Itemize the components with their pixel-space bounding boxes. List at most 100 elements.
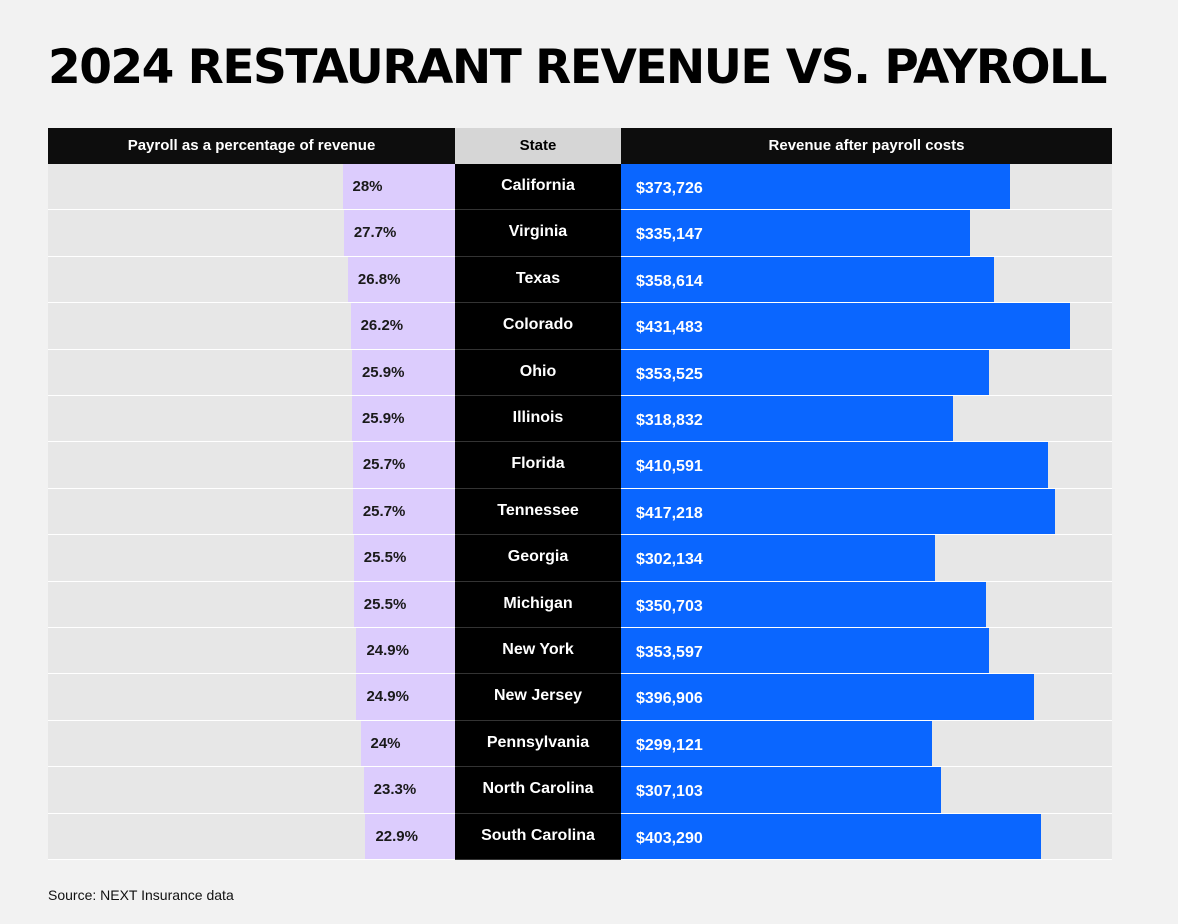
revenue-cell: $410,591 <box>621 442 1112 489</box>
state-label: Pennsylvania <box>455 720 621 768</box>
payroll-bar <box>347 256 455 303</box>
revenue-bar <box>621 396 953 442</box>
payroll-bar <box>363 767 455 813</box>
revenue-cell: $353,597 <box>621 628 1112 675</box>
payroll-percentage-label: 22.9% <box>375 827 418 845</box>
payroll-percentage-label: 24.9% <box>366 642 409 659</box>
payroll-cell: 25.5% <box>48 581 455 628</box>
payroll-cell: 24.9% <box>48 628 455 675</box>
revenue-bar <box>621 581 986 627</box>
revenue-bar <box>621 767 941 813</box>
state-label: Illinois <box>455 396 621 443</box>
state-label: Texas <box>455 256 621 304</box>
payroll-percentage-label: 25.5% <box>363 595 407 613</box>
revenue-bar <box>621 535 936 581</box>
state-label: Ohio <box>455 349 621 396</box>
payroll-cell: 25.9% <box>48 349 455 396</box>
payroll-bar <box>352 488 455 535</box>
table-row: 25.5% Michigan $350,703 <box>48 581 1112 628</box>
table-row: 25.5% Georgia $302,134 <box>48 535 1112 582</box>
header-state: State <box>455 128 621 164</box>
payroll-bar <box>352 442 455 488</box>
state-label: Michigan <box>455 581 621 628</box>
revenue-cell: $431,483 <box>621 303 1112 350</box>
payroll-cell: 25.7% <box>48 488 455 536</box>
table-row: 25.9% Ohio $353,525 <box>48 349 1112 396</box>
revenue-cell: $335,147 <box>621 210 1112 257</box>
payroll-cell: 25.7% <box>48 442 455 489</box>
state-label: North Carolina <box>455 767 621 814</box>
payroll-cell: 24.9% <box>48 674 455 721</box>
state-label: Virginia <box>455 210 621 257</box>
payroll-percentage-label: 26.2% <box>360 317 404 335</box>
revenue-cell: $403,290 <box>621 813 1112 860</box>
revenue-value-label: $410,591 <box>636 458 703 476</box>
payroll-percentage-label: 25.5% <box>363 549 407 567</box>
revenue-value-label: $417,218 <box>636 504 703 522</box>
payroll-percentage-label: 25.9% <box>361 363 405 381</box>
chart-table: Payroll as a percentage of revenue State… <box>48 128 1112 870</box>
header-payroll-percentage: Payroll as a percentage of revenue <box>48 128 455 164</box>
revenue-bar <box>621 813 1041 859</box>
payroll-percentage-label: 25.9% <box>361 410 405 427</box>
payroll-cell: 27.7% <box>48 210 455 257</box>
payroll-bar <box>356 674 455 720</box>
state-label: Georgia <box>455 535 621 582</box>
revenue-value-label: $350,703 <box>636 597 703 615</box>
table-row: 23.3% North Carolina $307,103 <box>48 767 1112 814</box>
payroll-cell: 22.9% <box>48 813 455 860</box>
table-row: 24.9% New York $353,597 <box>48 628 1112 675</box>
payroll-bar <box>360 720 455 767</box>
chart-title: 2024 RESTAURANT REVENUE VS. PAYROLL <box>48 40 1107 95</box>
table-row: 24.9% New Jersey $396,906 <box>48 674 1112 721</box>
state-label: Florida <box>455 442 621 489</box>
state-label: Tennessee <box>455 488 621 536</box>
revenue-bar <box>621 674 1035 720</box>
revenue-cell: $417,218 <box>621 488 1112 536</box>
state-label: New Jersey <box>455 674 621 721</box>
revenue-cell: $318,832 <box>621 396 1112 443</box>
payroll-cell: 25.5% <box>48 535 455 582</box>
table-row: 25.7% Tennessee $417,218 <box>48 488 1112 536</box>
revenue-value-label: $353,597 <box>636 644 703 661</box>
payroll-bar <box>356 628 455 674</box>
revenue-value-label: $396,906 <box>636 690 703 708</box>
payroll-bar <box>353 581 455 627</box>
revenue-value-label: $353,525 <box>636 365 703 383</box>
state-label: South Carolina <box>455 813 621 860</box>
payroll-percentage-label: 28% <box>352 178 383 195</box>
revenue-bar <box>621 628 989 674</box>
revenue-value-label: $335,147 <box>636 226 703 244</box>
revenue-cell: $299,121 <box>621 720 1112 768</box>
revenue-cell: $353,525 <box>621 349 1112 396</box>
revenue-value-label: $358,614 <box>636 272 703 290</box>
header-revenue-after-payroll: Revenue after payroll costs <box>621 128 1112 164</box>
payroll-percentage-label: 23.3% <box>373 781 417 799</box>
revenue-bar <box>621 303 1070 349</box>
revenue-cell: $302,134 <box>621 535 1112 582</box>
table-row: 22.9% South Carolina $403,290 <box>48 813 1112 860</box>
revenue-cell: $350,703 <box>621 581 1112 628</box>
payroll-percentage-label: 27.7% <box>353 224 397 242</box>
state-label: New York <box>455 628 621 675</box>
payroll-cell: 26.2% <box>48 303 455 350</box>
revenue-value-label: $299,121 <box>636 736 703 754</box>
table-row: 24% Pennsylvania $299,121 <box>48 720 1112 768</box>
payroll-cell: 23.3% <box>48 767 455 814</box>
payroll-bar <box>365 813 455 859</box>
state-label: California <box>455 164 621 211</box>
state-label: Colorado <box>455 303 621 350</box>
payroll-bar <box>350 303 455 349</box>
revenue-bar <box>621 349 989 395</box>
source-note: Source: NEXT Insurance data <box>48 887 234 903</box>
revenue-value-label: $373,726 <box>636 180 703 197</box>
payroll-cell: 28% <box>48 164 455 211</box>
revenue-value-label: $403,290 <box>636 829 703 847</box>
payroll-bar <box>353 535 455 581</box>
revenue-cell: $396,906 <box>621 674 1112 721</box>
payroll-cell: 24% <box>48 720 455 768</box>
payroll-cell: 25.9% <box>48 396 455 443</box>
payroll-percentage-label: 24.9% <box>366 688 409 706</box>
table-row: 26.2% Colorado $431,483 <box>48 303 1112 350</box>
payroll-cell: 26.8% <box>48 256 455 304</box>
